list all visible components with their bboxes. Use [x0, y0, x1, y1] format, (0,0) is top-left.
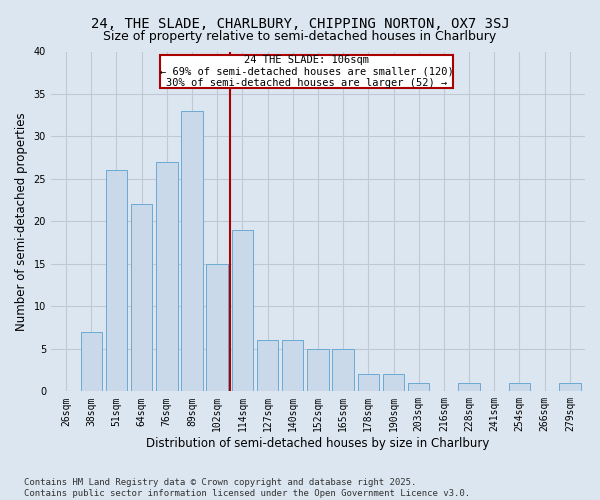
Bar [131, 204, 152, 392]
X-axis label: Distribution of semi-detached houses by size in Charlbury: Distribution of semi-detached houses by … [146, 437, 490, 450]
Bar [332, 349, 354, 392]
Bar [106, 170, 127, 392]
Text: Size of property relative to semi-detached houses in Charlbury: Size of property relative to semi-detach… [103, 30, 497, 43]
Bar [458, 383, 480, 392]
Y-axis label: Number of semi-detached properties: Number of semi-detached properties [15, 112, 28, 330]
Bar [232, 230, 253, 392]
Bar [80, 332, 102, 392]
Bar [181, 111, 203, 392]
Bar [257, 340, 278, 392]
Text: 24 THE SLADE: 106sqm
← 69% of semi-detached houses are smaller (120)
30% of semi: 24 THE SLADE: 106sqm ← 69% of semi-detac… [160, 55, 454, 88]
Bar [509, 383, 530, 392]
Bar [156, 162, 178, 392]
Bar [282, 340, 304, 392]
Bar [383, 374, 404, 392]
Bar [559, 383, 581, 392]
Bar [358, 374, 379, 392]
Text: 24, THE SLADE, CHARLBURY, CHIPPING NORTON, OX7 3SJ: 24, THE SLADE, CHARLBURY, CHIPPING NORTO… [91, 18, 509, 32]
Bar [408, 383, 430, 392]
Bar [307, 349, 329, 392]
Text: Contains HM Land Registry data © Crown copyright and database right 2025.
Contai: Contains HM Land Registry data © Crown c… [24, 478, 470, 498]
Bar [206, 264, 228, 392]
